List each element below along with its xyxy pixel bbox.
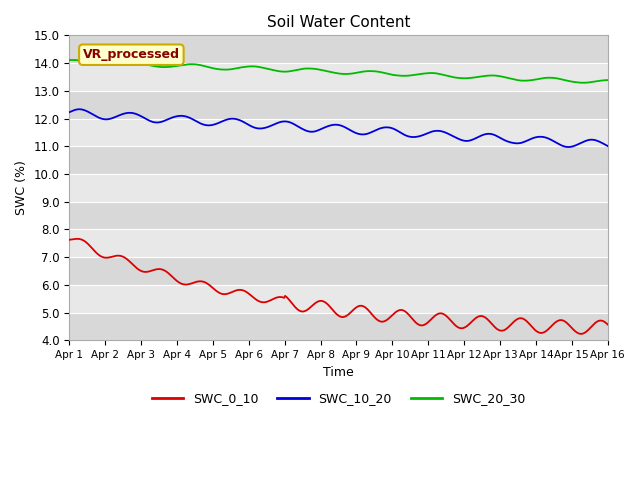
Bar [69, 257, 608, 285]
Bar [69, 119, 608, 146]
Bar [69, 312, 608, 340]
Y-axis label: SWC (%): SWC (%) [15, 160, 28, 216]
Bar [69, 285, 608, 312]
Bar [69, 174, 608, 202]
Bar [69, 36, 608, 63]
Bar [69, 91, 608, 119]
Title: Soil Water Content: Soil Water Content [267, 15, 410, 30]
Text: VR_processed: VR_processed [83, 48, 180, 61]
Bar [69, 202, 608, 229]
Bar [69, 146, 608, 174]
Bar [69, 63, 608, 91]
Legend: SWC_0_10, SWC_10_20, SWC_20_30: SWC_0_10, SWC_10_20, SWC_20_30 [147, 387, 531, 410]
Bar [69, 229, 608, 257]
X-axis label: Time: Time [323, 366, 354, 379]
